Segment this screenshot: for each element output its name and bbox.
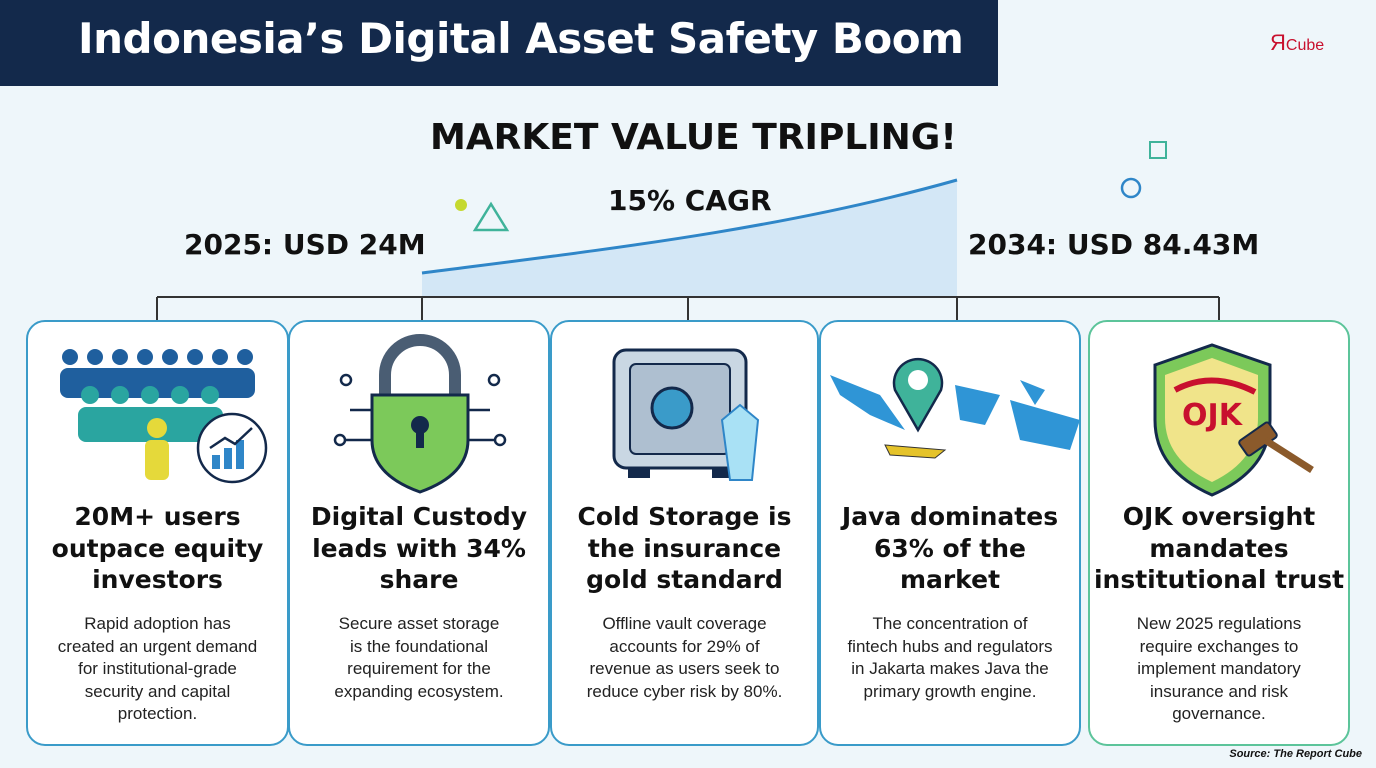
card-title-line: 20M+ users <box>74 502 241 531</box>
card-body-line: revenue as users seek to <box>589 659 780 679</box>
card-title-line: leads with 34% <box>312 533 526 563</box>
page-title: Indonesia’s Digital Asset Safety Boom <box>78 14 964 63</box>
card-title-line: investors <box>92 565 223 594</box>
start-value: 2025: USD 24M <box>184 228 426 261</box>
decor-square <box>1149 141 1167 159</box>
logo-mark: Я <box>1270 30 1286 55</box>
growth-area <box>422 180 957 297</box>
cagr: 15% CAGR <box>608 184 772 217</box>
card-title-line: Cold Storage is <box>577 502 792 531</box>
card-body-line: protection. <box>117 704 198 724</box>
shield-label: OJK <box>1182 398 1244 433</box>
people-icon <box>60 349 268 484</box>
card-body-line: reduce cyber risk by 80%. <box>586 681 783 701</box>
card-title: Java dominates 63% of the market <box>820 501 1080 596</box>
card-title-line: gold standard <box>586 565 783 594</box>
growth-line <box>421 178 958 275</box>
shield-icon: OJK <box>1153 343 1314 497</box>
logo-word: Cube <box>1285 37 1325 54</box>
card-body-line: governance. <box>1172 704 1266 724</box>
card-title-line: share <box>379 565 459 594</box>
card-body: New 2025 regulations require exchanges to… <box>1089 613 1349 726</box>
end-value: 2034: USD 84.43M <box>968 228 1260 261</box>
card-body-line: accounts for 29% of <box>609 636 760 656</box>
card-title-line: mandates <box>1149 533 1289 563</box>
card-body-line: is the foundational <box>350 636 488 656</box>
card-body-line: security and capital <box>84 681 231 701</box>
card-body-line: fintech hubs and regulators <box>847 636 1053 656</box>
card-body-line: Rapid adoption has <box>84 614 231 633</box>
card-body-line: New 2025 regulations <box>1136 614 1302 633</box>
card-body-line: implement mandatory <box>1137 659 1301 679</box>
card-body: Offline vault coverage accounts for 29% o… <box>551 613 818 703</box>
card-body-line: insurance and risk <box>1150 681 1288 701</box>
card-title-line: Java dominates <box>841 502 1059 531</box>
card-body-line: expanding ecosystem. <box>334 681 504 701</box>
card-body: The concentration of fintech hubs and reg… <box>820 613 1080 703</box>
card-title-line: market <box>899 565 1001 594</box>
card-body: Rapid adoption has created an urgent dema… <box>27 613 288 726</box>
card-body-line: for institutional-grade <box>78 659 237 679</box>
card-title: 20M+ users outpace equity investors <box>27 501 288 596</box>
card-body-line: in Jakarta makes Java the <box>851 659 1049 679</box>
logo: ЯCube <box>1270 30 1324 56</box>
headline: MARKET VALUE TRIPLING! <box>430 117 957 158</box>
card-title-line: institutional trust <box>1093 565 1345 594</box>
safe-icon <box>612 348 760 481</box>
decor-triangle <box>472 201 510 232</box>
connectors <box>156 296 1220 321</box>
card-body: Secure asset storage is the foundational r… <box>289 613 549 703</box>
card-title-line: outpace equity <box>51 533 264 563</box>
card-body-line: created an urgent demand <box>57 636 258 656</box>
source: Source: The Report Cube <box>1229 748 1362 760</box>
card-title-line: 63% of the <box>873 533 1026 563</box>
decor-circle <box>1120 177 1142 199</box>
card-body-line: Offline vault coverage <box>602 614 767 633</box>
card-title: Digital Custody leads with 34% share <box>289 501 549 596</box>
map-icon <box>830 357 1080 459</box>
card-title: Cold Storage is the insurance gold standar… <box>551 501 818 596</box>
decor-dot <box>455 199 467 211</box>
card-body-line: requirement for the <box>347 659 491 679</box>
card-body-line: primary growth engine. <box>863 681 1037 701</box>
card-body-line: The concentration of <box>872 614 1028 633</box>
header-bar: Indonesia’s Digital Asset Safety Boom <box>0 0 998 86</box>
card-title: OJK oversight mandates institutional trust <box>1089 501 1349 596</box>
card-body-line: Secure asset storage <box>338 614 500 633</box>
card-title-line: the insurance <box>587 533 782 563</box>
card-title-line: OJK oversight <box>1122 502 1316 531</box>
card-body-line: require exchanges to <box>1139 636 1299 656</box>
lock-icon <box>333 334 507 494</box>
card-title-line: Digital Custody <box>310 502 528 531</box>
